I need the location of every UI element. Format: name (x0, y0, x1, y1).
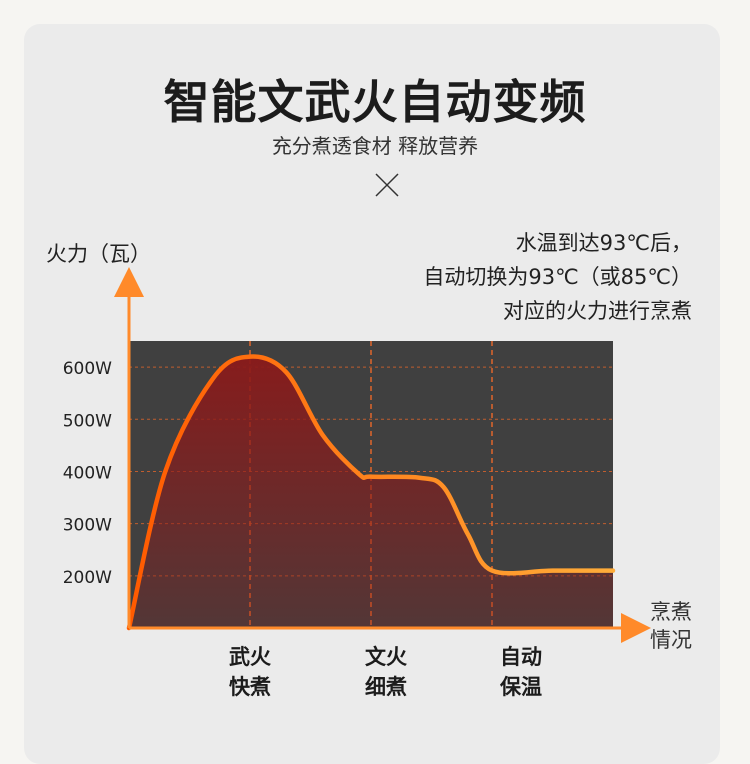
x-axis-label-line-2: 情况 (650, 626, 692, 654)
phase-label-slow-simmer: 文火 细煮 (346, 642, 426, 702)
phase-label-line: 文火 (346, 642, 426, 672)
phase-label-keep-warm: 自动 保温 (481, 642, 561, 702)
y-tick-label: 300W (63, 516, 112, 536)
y-tick-label: 400W (63, 463, 112, 483)
phase-label-fast-boil: 武火 快煮 (210, 642, 290, 702)
x-axis-label-line-1: 烹煮 (650, 598, 692, 626)
y-tick-label: 200W (63, 568, 112, 588)
y-tick-label: 500W (63, 411, 112, 431)
phase-label-line: 快煮 (210, 672, 290, 702)
power-chart: 200W 300W 400W 500W 600W (0, 0, 750, 741)
phase-label-line: 细煮 (346, 672, 426, 702)
phase-label-line: 武火 (210, 642, 290, 672)
x-axis-label: 烹煮 情况 (650, 598, 692, 654)
phase-label-line: 保温 (481, 672, 561, 702)
y-tick-label: 600W (63, 359, 112, 379)
phase-label-line: 自动 (481, 642, 561, 672)
